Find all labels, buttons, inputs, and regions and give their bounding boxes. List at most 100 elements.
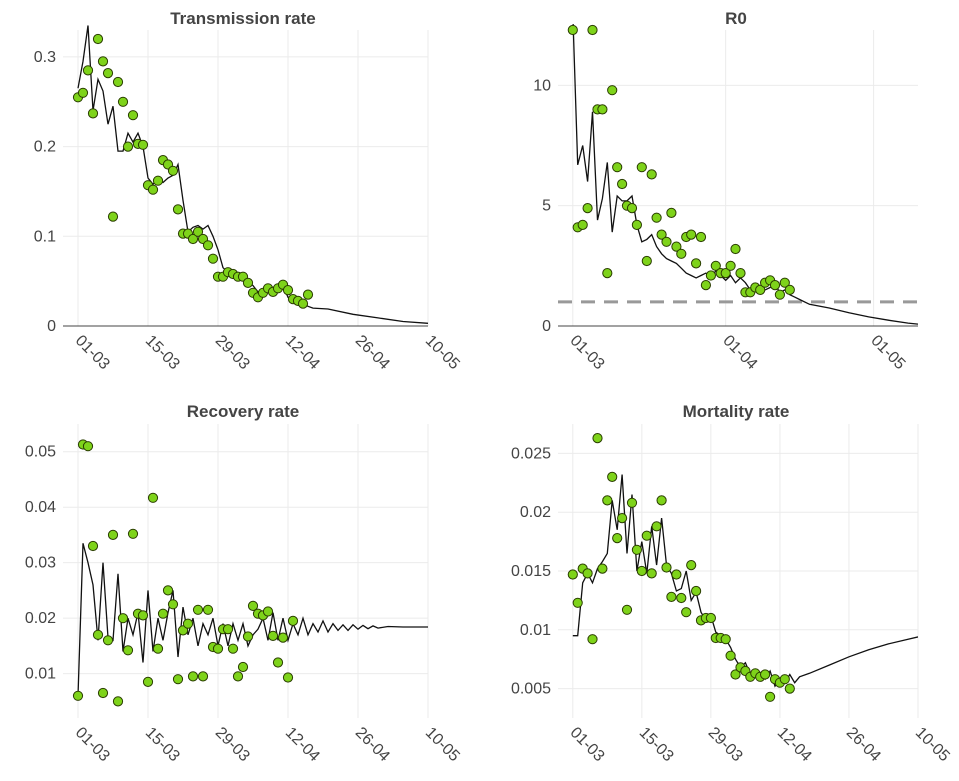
observed-point: [626, 203, 638, 214]
observed-point: [700, 280, 712, 291]
y-tick-label: 0.3: [34, 49, 56, 66]
observed-point: [277, 632, 289, 643]
observed-point: [735, 268, 746, 279]
observed-point: [222, 624, 234, 635]
observed-point: [720, 634, 731, 645]
panel-title: Recovery rate: [187, 402, 299, 421]
observed-point: [656, 495, 667, 506]
observed-point: [282, 672, 294, 683]
observed-point: [92, 33, 104, 45]
observed-point: [72, 690, 84, 701]
observed-point: [172, 674, 184, 685]
observed-point: [779, 277, 790, 288]
observed-point: [582, 568, 593, 579]
observed-point: [602, 495, 613, 506]
y-tick-label: 0: [542, 318, 551, 335]
panel-title: Transmission rate: [170, 9, 316, 28]
y-tick-label: 0.2: [34, 139, 56, 156]
observed-point: [167, 165, 179, 176]
observed-point: [705, 612, 717, 624]
observed-point: [636, 565, 647, 577]
y-tick-label: 0.04: [25, 499, 56, 516]
x-tick-label: 12-04: [282, 332, 323, 373]
observed-point: [755, 284, 766, 295]
x-tick-label: 01-03: [567, 724, 608, 765]
observed-point: [197, 671, 209, 682]
observed-point: [107, 529, 119, 541]
observed-point: [617, 513, 628, 524]
observed-point: [725, 650, 736, 661]
observed-point: [192, 604, 204, 615]
x-tick-label: 01-03: [567, 332, 608, 373]
observed-point: [760, 669, 771, 680]
observed-point: [725, 260, 736, 271]
observed-point: [769, 280, 781, 291]
y-tick-label: 0.01: [520, 622, 551, 639]
observed-point: [636, 162, 647, 173]
observed-point: [127, 110, 139, 121]
observed-point: [631, 219, 643, 230]
x-tick-label: 01-03: [72, 724, 113, 765]
y-tick-label: 0.05: [25, 444, 56, 461]
observed-point: [172, 204, 184, 215]
observed-point: [117, 96, 129, 107]
x-tick-label: 26-04: [352, 724, 393, 765]
observed-point: [720, 268, 731, 279]
observed-point: [612, 533, 623, 544]
observed-point: [695, 231, 707, 243]
y-tick-label: 0.03: [25, 555, 56, 572]
observed-point: [187, 671, 199, 682]
observed-point: [681, 607, 692, 618]
observed-point: [710, 260, 721, 271]
observed-point: [666, 591, 677, 603]
transmission-rate-panel: Transmission rate 0 0.1 0.2 0.3 01-03 15-03 29-…: [34, 9, 463, 373]
observed-point: [182, 618, 194, 629]
x-tick-label: 10-05: [422, 724, 463, 765]
observed-point: [167, 599, 179, 610]
observed-point: [567, 24, 578, 36]
observed-point: [612, 162, 623, 173]
observed-point: [162, 585, 174, 596]
observed-point: [177, 625, 189, 636]
x-tick-label: 15-03: [142, 332, 183, 373]
observed-point: [82, 65, 94, 76]
observed-point: [607, 85, 618, 96]
model-fit-line: [77, 543, 428, 696]
x-tick-label: 15-03: [636, 724, 677, 765]
observed-point: [127, 528, 139, 539]
x-tick-label: 12-04: [774, 724, 815, 765]
x-tick-label: 10-05: [422, 332, 463, 373]
observed-point: [237, 661, 249, 673]
observed-point: [202, 240, 214, 251]
observed-point: [607, 471, 618, 482]
x-tick-label: 12-04: [282, 724, 323, 765]
observed-point: [587, 24, 598, 36]
observed-point: [592, 433, 603, 444]
y-tick-label: 0: [47, 318, 56, 335]
observed-point: [784, 284, 795, 295]
observed-point: [651, 521, 662, 532]
x-tick-label: 01-05: [867, 332, 908, 373]
observed-point: [192, 226, 204, 237]
observed-point: [242, 277, 254, 288]
observed-point: [112, 696, 124, 707]
observed-point: [617, 178, 628, 190]
observed-point: [152, 643, 164, 654]
observed-point: [730, 669, 741, 680]
observed-point: [676, 248, 687, 259]
observed-point: [267, 630, 279, 642]
observed-point: [774, 289, 786, 300]
observed-point: [287, 615, 299, 627]
y-tick-label: 10: [533, 77, 551, 94]
y-tick-label: 0.1: [34, 228, 56, 245]
observed-point: [232, 671, 244, 682]
y-tick-label: 0.025: [511, 445, 551, 462]
observed-point: [661, 562, 672, 573]
panel-title: R0: [725, 9, 747, 28]
observed-point: [297, 298, 309, 309]
observed-point: [661, 236, 672, 247]
r0-panel: R0 0 5 10 01-03 01-04 01-05: [533, 9, 918, 373]
observed-point: [87, 540, 99, 552]
x-tick-label: 26-04: [352, 332, 393, 373]
